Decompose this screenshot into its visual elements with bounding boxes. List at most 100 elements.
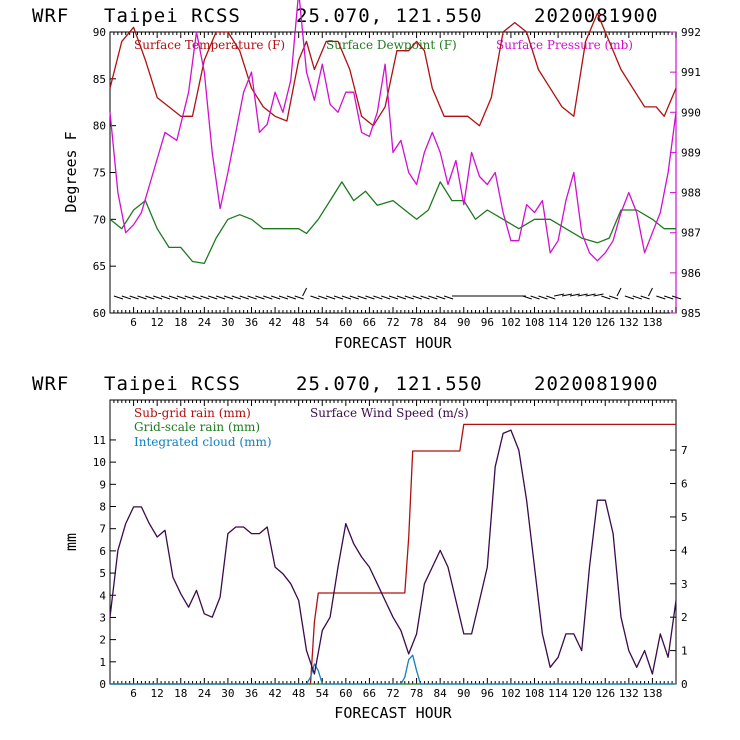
legend-temperature: Surface Temperature (F) [134,38,285,52]
legend-gridscale-rain: Grid-scale rain (mm) [134,420,260,434]
bottom-series-group [109,423,677,685]
wind-barb [420,295,430,300]
wind-barb [396,295,407,300]
y-tick-label: 65 [93,260,106,273]
x-tick-label: 102 [501,316,521,329]
wind-barb [270,295,281,300]
x-tick-label: 66 [363,687,376,700]
x-tick-label: 48 [292,316,305,329]
x-tick-label: 138 [642,316,662,329]
bottom-y-label: mm [62,533,80,551]
x-tick-label: 36 [245,316,258,329]
x-tick-label: 90 [457,316,470,329]
y-tick-label: 5 [99,567,106,580]
wind-barb [208,295,218,300]
y2-tick-label: 7 [681,444,688,457]
bottom-title-init: 2020081900 [534,373,658,395]
legend-subgrid-rain: Sub-grid rain (mm) [134,406,251,420]
wind-barb [561,293,573,297]
y2-tick-label: 988 [681,187,701,200]
wind-barb [609,295,619,300]
y2-tick-label: 1 [681,645,688,658]
x-tick-label: 78 [410,687,423,700]
x-tick-label: 48 [292,687,305,700]
wind-barb [656,295,666,300]
x-tick-label: 30 [221,687,234,700]
wind-barb [168,295,179,300]
wind-barb [294,295,304,300]
wind-barb [326,295,336,300]
y2-tick-label: 989 [681,146,701,159]
x-tick-label: 96 [481,316,494,329]
wind-barb [522,295,532,300]
wind-barb [160,295,171,300]
series-line-temperature [109,12,677,127]
wind-barb [671,295,682,300]
x-tick-label: 24 [198,316,212,329]
wind-barb [664,295,674,300]
wind-barb [302,287,308,297]
x-tick-label: 12 [151,687,164,700]
wind-barb [239,295,249,300]
wind-barb [145,295,155,300]
x-tick-label: 42 [268,316,281,329]
top-plot-frame [109,31,677,314]
y2-tick-label: 991 [681,66,701,79]
x-tick-label: 96 [481,687,494,700]
x-tick-label: 60 [339,316,352,329]
x-tick-label: 54 [316,316,330,329]
y-tick-label: 6 [99,545,106,558]
y2-tick-label: 992 [681,26,701,39]
wind-barb [247,295,257,300]
top-y-axis: 60 65 70 75 80 85 90 [93,26,116,320]
x-tick-label: 60 [339,687,352,700]
y2-tick-label: 987 [681,227,701,240]
top-x-label: FORECAST HOUR [334,334,452,352]
wind-barb [263,295,273,300]
wind-barb [585,293,596,297]
bottom-title-coords: 25.070, 121.550 [296,373,483,395]
x-tick-label: 6 [130,687,137,700]
wind-barb [113,295,124,300]
x-tick-label: 108 [525,316,545,329]
wind-barb [436,295,446,300]
wind-barb [286,295,297,300]
bottom-y-axis: 0 1 2 3 4 5 6 7 8 9 10 11 [93,434,116,691]
top-series-group [109,0,677,265]
y-tick-label: 75 [93,167,106,180]
wind-barb [365,295,375,300]
y2-tick-label: 3 [681,578,688,591]
y-tick-label: 60 [93,307,106,320]
x-tick-label: 132 [619,687,639,700]
wind-barb [192,295,202,300]
wind-barb [357,295,367,300]
wind-barb [153,295,163,300]
x-tick-label: 18 [174,316,187,329]
legend-dewpoint: Surface Dewpoint (F) [326,38,457,52]
x-tick-label: 12 [151,316,164,329]
wind-barb [624,295,635,300]
x-tick-label: 90 [457,687,470,700]
x-tick-label: 84 [434,316,448,329]
x-tick-label: 108 [525,687,545,700]
wind-barb [349,295,359,300]
y2-tick-label: 6 [681,478,688,491]
x-tick-label: 72 [386,687,399,700]
y-tick-label: 85 [93,73,106,86]
wind-barb [341,295,352,300]
y2-tick-label: 990 [681,106,701,119]
y-tick-label: 3 [99,611,106,624]
wind-barb [373,295,383,300]
y2-tick-label: 2 [681,611,688,624]
x-tick-label: 114 [548,316,568,329]
series-line-integrated-cloud [110,654,676,685]
x-tick-label: 6 [130,316,137,329]
x-tick-label: 30 [221,316,234,329]
wind-barb [318,295,328,300]
top-title-model: WRF [32,5,69,27]
y2-tick-label: 985 [681,307,701,320]
y2-tick-label: 986 [681,267,701,280]
series-line-subgrid-rain [110,423,676,685]
wind-barb [577,293,588,297]
y-tick-label: 4 [99,589,106,602]
